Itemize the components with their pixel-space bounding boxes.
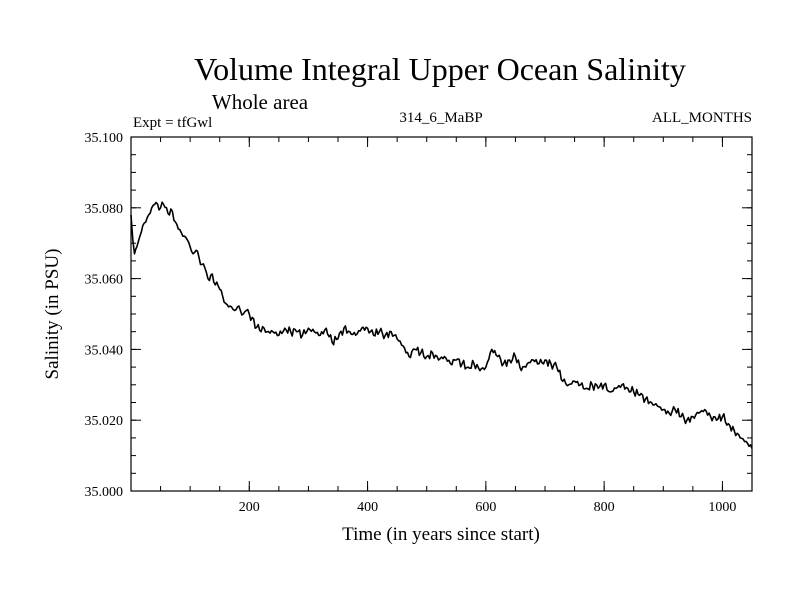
y-tick-label: 35.080: [85, 202, 124, 217]
x-axis-label: Time (in years since start): [342, 524, 540, 545]
expt-label: Expt = tfGwl: [133, 115, 212, 131]
y-tick-labels: 35.000 35.020 35.040 35.060 35.080 35.100: [85, 131, 124, 500]
x-tick-labels: 200 400 600 800 1000: [239, 500, 737, 515]
y-tick-label: 35.040: [85, 343, 124, 358]
axis-ticks: [131, 136, 752, 492]
y-axis-label: Salinity (in PSU): [42, 249, 63, 380]
salinity-line: [130, 201, 753, 449]
chart-title: Volume Integral Upper Ocean Salinity: [194, 51, 686, 87]
y-tick-label: 35.020: [85, 414, 124, 429]
run-label: 314_6_MaBP: [399, 110, 482, 126]
x-tick-label: 600: [475, 500, 496, 515]
x-tick-label: 1000: [708, 500, 736, 515]
y-tick-label: 35.100: [85, 131, 124, 146]
y-tick-label: 35.000: [85, 485, 124, 500]
chart-subtitle: Whole area: [212, 90, 309, 114]
y-tick-label: 35.060: [85, 273, 124, 288]
x-tick-label: 200: [239, 500, 260, 515]
months-label: ALL_MONTHS: [652, 110, 752, 126]
x-tick-label: 800: [594, 500, 615, 515]
plot-frame: [130, 136, 753, 492]
x-tick-label: 400: [357, 500, 378, 515]
